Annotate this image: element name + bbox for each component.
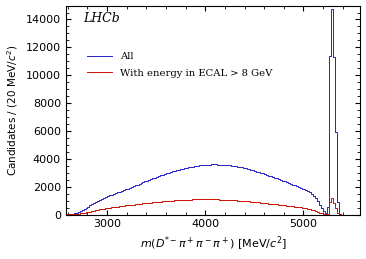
With energy in ECAL > 8 GeV <box>65 213 69 216</box>
Y-axis label: Candidates / (20 MeV/$c^2$): Candidates / (20 MeV/$c^2$) <box>5 45 20 176</box>
All <box>306 190 311 193</box>
With energy in ECAL > 8 GeV <box>229 199 234 202</box>
With energy in ECAL > 8 GeV <box>267 202 271 205</box>
All <box>229 164 234 167</box>
Line: All: All <box>67 9 359 215</box>
Line: With energy in ECAL > 8 GeV: With energy in ECAL > 8 GeV <box>67 198 359 215</box>
Text: LHCb: LHCb <box>83 12 120 25</box>
All <box>65 213 69 216</box>
All <box>357 213 362 216</box>
X-axis label: $m(D^{*-}\pi^+\pi^-\pi^+)$ [MeV/$c^2$]: $m(D^{*-}\pi^+\pi^-\pi^+)$ [MeV/$c^2$] <box>140 235 287 254</box>
All <box>218 163 222 166</box>
With energy in ECAL > 8 GeV <box>218 198 222 201</box>
With energy in ECAL > 8 GeV <box>161 200 165 203</box>
All <box>161 173 165 176</box>
All <box>180 167 185 170</box>
With energy in ECAL > 8 GeV <box>306 207 311 210</box>
With energy in ECAL > 8 GeV <box>357 213 362 216</box>
With energy in ECAL > 8 GeV <box>180 198 185 202</box>
With energy in ECAL > 8 GeV <box>330 197 334 200</box>
Legend: All, With energy in ECAL > 8 GeV: All, With energy in ECAL > 8 GeV <box>83 48 276 82</box>
With energy in ECAL > 8 GeV <box>350 213 354 216</box>
All <box>267 174 271 177</box>
All <box>330 8 334 11</box>
